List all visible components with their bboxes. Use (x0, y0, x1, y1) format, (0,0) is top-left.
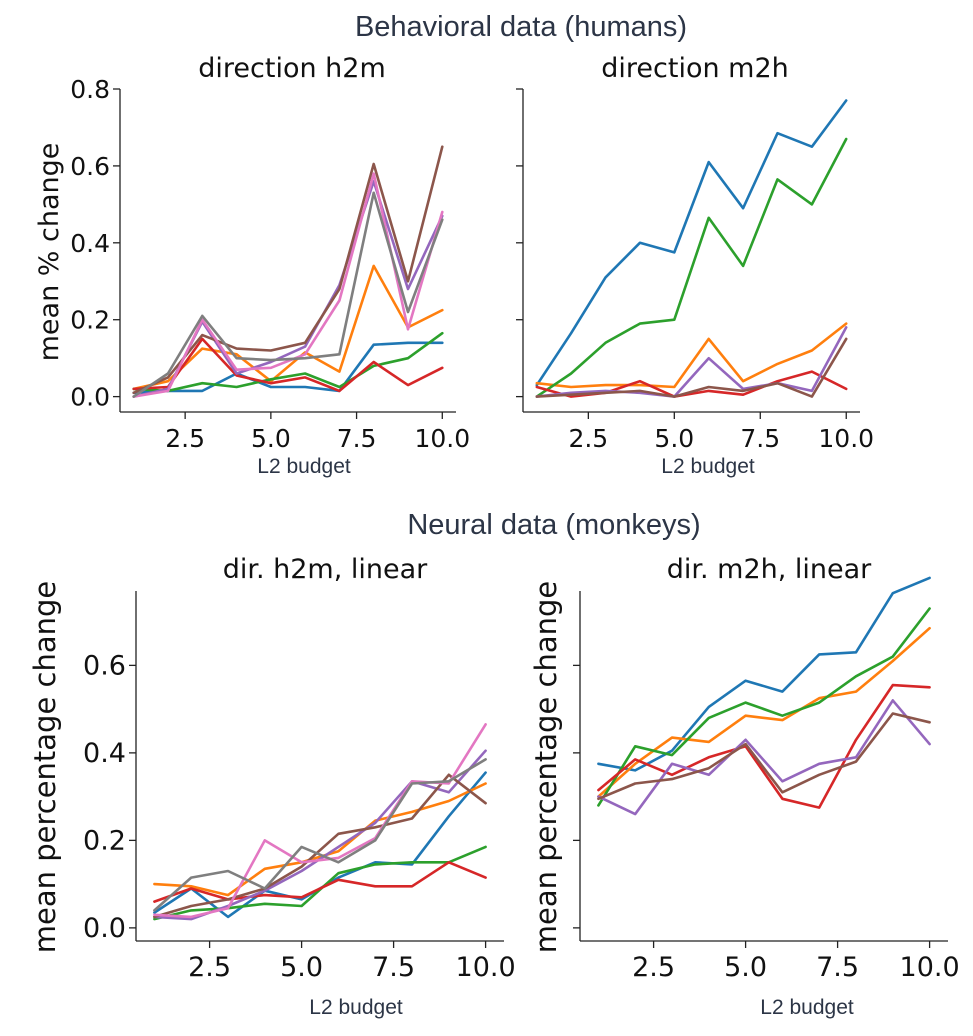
panel-title: direction m2h (601, 53, 789, 84)
panel-title: dir. h2m, linear (223, 554, 428, 585)
plot-area: 2.5 5.0 7.5 10.0 (573, 576, 960, 983)
y-tick-label: 0.4 (70, 229, 110, 258)
y-tick-label: 0.4 (83, 738, 126, 769)
series-line-6 (597, 712, 931, 801)
series-line-3 (535, 137, 848, 398)
x-axis-label: L2 budget (661, 455, 755, 478)
y-tick-label: 0.8 (70, 75, 110, 104)
x-tick-label: 10.0 (818, 424, 874, 453)
series-line-6 (153, 773, 487, 919)
y-axis-label: mean percentage change (28, 581, 62, 954)
panel-title: direction h2m (198, 53, 386, 84)
x-tick-label: 5.0 (251, 424, 291, 453)
y-tick-label: 0.0 (70, 383, 110, 412)
series-line-4 (153, 860, 487, 903)
panel-m2h-behavioral: direction m2h L2 budget 2.5 5.0 7.5 10.0 (516, 53, 874, 478)
series-line-3 (597, 607, 931, 807)
x-tick-label: 7.5 (372, 952, 415, 983)
x-tick-label: 10.0 (456, 952, 516, 983)
series-line-5 (535, 326, 848, 398)
series-line-8 (132, 191, 444, 398)
series-line-1 (153, 771, 487, 919)
y-tick-label: 0.2 (83, 825, 126, 856)
x-tick-label: 7.5 (816, 952, 859, 983)
y-tick-label: 0.2 (70, 306, 110, 335)
panel-m2h-neural: dir. m2h, linear L2 budget mean percenta… (529, 554, 960, 1019)
series-line-2 (535, 322, 848, 389)
series-line-4 (132, 337, 444, 393)
series-line-1 (597, 576, 931, 772)
section-title-behavioral: Behavioral data (humans) (355, 11, 687, 43)
plot-area: 2.5 5.0 7.5 10.0 0.0 0.2 0.4 0.6 0.8 (70, 75, 470, 453)
y-tick-label: 0.6 (83, 650, 126, 681)
series-line-5 (597, 699, 931, 816)
plot-area: 2.5 5.0 7.5 10.0 0.0 0.2 0.4 0.6 (83, 591, 516, 983)
x-tick-label: 2.5 (568, 424, 608, 453)
x-tick-label: 2.5 (165, 424, 205, 453)
series-line-7 (132, 172, 444, 398)
x-tick-label: 10.0 (414, 424, 470, 453)
x-axis-label: L2 budget (309, 996, 403, 1019)
x-tick-label: 7.5 (337, 424, 377, 453)
x-tick-label: 5.0 (654, 424, 694, 453)
series-line-1 (535, 99, 848, 387)
panel-h2m-neural: dir. h2m, linear L2 budget mean percenta… (28, 554, 516, 1019)
y-axis-label: mean % change (34, 143, 65, 362)
series-line-4 (597, 683, 931, 809)
y-tick-label: 0.0 (83, 913, 126, 944)
series-line-2 (153, 782, 487, 897)
series-line-1 (132, 341, 444, 395)
y-axis-label: mean percentage change (529, 581, 563, 954)
x-tick-label: 10.0 (900, 952, 960, 983)
x-axis-label: L2 budget (257, 455, 351, 478)
y-tick-label: 0.6 (70, 152, 110, 181)
x-tick-label: 2.5 (188, 952, 231, 983)
series-line-8 (153, 758, 487, 912)
series-line-6 (535, 337, 848, 398)
plot-area: 2.5 5.0 7.5 10.0 (516, 88, 874, 453)
x-tick-label: 5.0 (724, 952, 767, 983)
x-tick-label: 2.5 (632, 952, 675, 983)
panel-title: dir. m2h, linear (667, 554, 872, 585)
section-title-neural: Neural data (monkeys) (407, 509, 700, 541)
series-line-3 (132, 331, 444, 393)
x-axis-label: L2 budget (760, 996, 854, 1019)
panel-h2m-behavioral: direction h2m L2 budget mean % change 2.… (34, 53, 470, 478)
x-tick-label: 7.5 (740, 424, 780, 453)
x-tick-label: 5.0 (280, 952, 323, 983)
